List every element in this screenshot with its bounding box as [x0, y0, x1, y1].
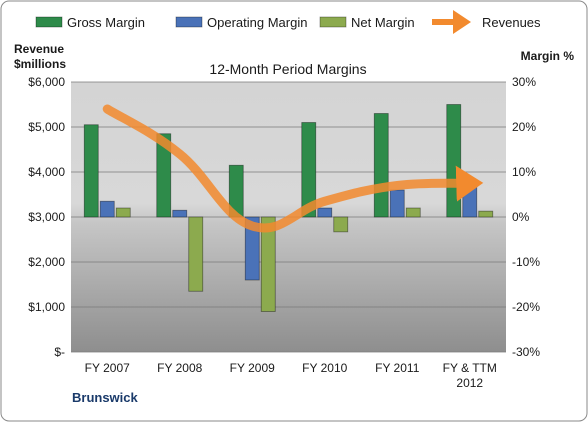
category-label: FY 2011	[375, 361, 420, 375]
category-labels: FY 2007 FY 2008 FY 2009 FY 2010 FY 2011 FY & …	[85, 361, 497, 390]
legend-swatch-operating-margin	[175, 16, 203, 28]
category-label: FY & TTM	[443, 361, 497, 375]
revenue-line	[102, 104, 484, 233]
left-tick-label: $5,000	[28, 120, 65, 134]
bars	[83, 104, 494, 312]
legend: Gross Margin Operating Margin Net Margin Re…	[35, 10, 541, 34]
right-tick-label: 20%	[512, 120, 536, 134]
right-tick-label: 10%	[512, 165, 536, 179]
left-axis-label-line-1: Revenue	[14, 42, 64, 56]
bar-gross-margin	[373, 113, 389, 218]
right-axis-label: Margin %	[521, 49, 575, 63]
right-tick-label: 30%	[512, 75, 536, 89]
chart-title: 12-Month Period Margins	[209, 61, 366, 77]
left-tick-label: $2,000	[28, 255, 65, 269]
bar-gross-margin	[156, 133, 172, 218]
bar-operating-margin	[172, 209, 188, 218]
bar-operating-margin	[244, 216, 260, 281]
category-label: FY 2010	[302, 361, 347, 375]
bar-net-margin	[115, 207, 131, 218]
category-label: FY 2008	[157, 361, 202, 375]
legend-label-operating-margin: Operating Margin	[207, 15, 307, 30]
left-tick-label: $4,000	[28, 165, 65, 179]
legend-swatch-net-margin	[319, 16, 347, 28]
left-axis-ticks: $- $1,000 $2,000 $3,000 $4,000 $5,000 $6,000	[28, 75, 65, 359]
bar-net-margin	[478, 210, 494, 218]
category-label: 2012	[456, 376, 483, 390]
left-tick-label: $-	[54, 345, 65, 359]
left-tick-label: $6,000	[28, 75, 65, 89]
right-tick-label: 0%	[512, 210, 530, 224]
bar-gross-margin	[446, 104, 462, 218]
bar-gross-margin	[301, 122, 317, 218]
bar-net-margin	[333, 216, 349, 233]
right-tick-label: -20%	[512, 300, 540, 314]
right-tick-label: -10%	[512, 255, 540, 269]
category-label: FY 2009	[230, 361, 275, 375]
bar-net-margin	[405, 207, 421, 218]
bar-operating-margin	[99, 200, 115, 218]
bar-operating-margin	[389, 189, 405, 218]
gridlines	[71, 81, 506, 353]
bar-operating-margin	[317, 207, 333, 218]
bar-net-margin	[260, 216, 276, 312]
legend-label-gross-margin: Gross Margin	[67, 15, 145, 30]
left-tick-label: $3,000	[28, 210, 65, 224]
category-label: FY 2007	[85, 361, 130, 375]
right-tick-label: -30%	[512, 345, 540, 359]
revenue-line-group	[102, 104, 484, 233]
company-name: Brunswick	[72, 390, 139, 405]
legend-swatch-gross-margin	[35, 16, 63, 28]
left-tick-label: $1,000	[28, 300, 65, 314]
left-axis-label-line-2: $millions	[14, 57, 66, 71]
bar-net-margin	[188, 216, 204, 292]
legend-label-net-margin: Net Margin	[351, 15, 415, 30]
bar-gross-margin	[83, 124, 99, 218]
right-axis-ticks: -30% -20% -10% 0% 10% 20% 30%	[512, 75, 540, 359]
legend-label-revenues: Revenues	[482, 15, 541, 30]
